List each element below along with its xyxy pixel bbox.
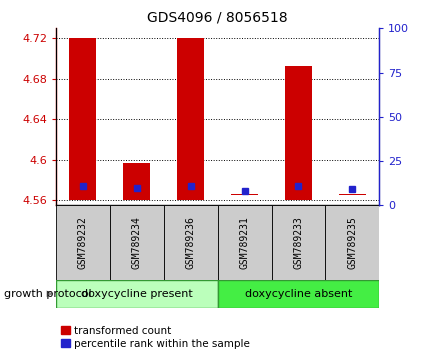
Legend: transformed count, percentile rank within the sample: transformed count, percentile rank withi… — [61, 326, 249, 349]
Bar — [56, 280, 217, 308]
Bar — [69, 39, 96, 200]
Bar — [163, 205, 217, 280]
Bar — [217, 280, 378, 308]
Text: GSM789236: GSM789236 — [185, 216, 195, 269]
Text: GSM789233: GSM789233 — [293, 216, 303, 269]
Bar — [123, 163, 150, 200]
Text: GSM789232: GSM789232 — [78, 216, 88, 269]
Bar — [110, 205, 163, 280]
Bar — [230, 194, 258, 195]
Title: GDS4096 / 8056518: GDS4096 / 8056518 — [147, 10, 287, 24]
Text: GSM789235: GSM789235 — [347, 216, 356, 269]
Text: GSM789231: GSM789231 — [239, 216, 249, 269]
Text: GSM789234: GSM789234 — [132, 216, 141, 269]
Text: doxycycline absent: doxycycline absent — [244, 289, 351, 299]
Bar — [271, 205, 325, 280]
Text: growth protocol: growth protocol — [4, 289, 92, 299]
Bar — [56, 205, 110, 280]
Bar — [177, 39, 204, 200]
Bar — [338, 194, 365, 195]
Bar — [217, 205, 271, 280]
Bar — [284, 66, 311, 200]
Text: doxycycline present: doxycycline present — [81, 289, 192, 299]
Bar — [325, 205, 378, 280]
